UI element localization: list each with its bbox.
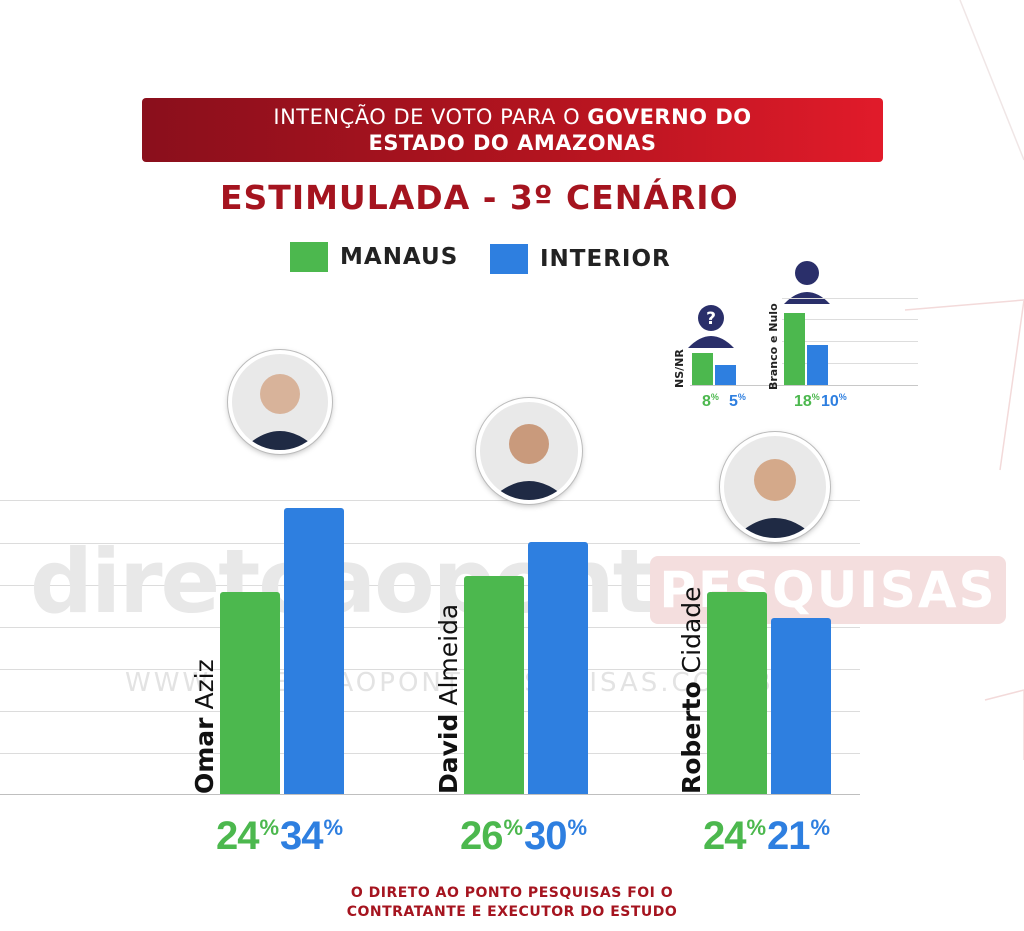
legend-swatch-interior (490, 244, 528, 274)
header-banner: INTENÇÃO DE VOTO PARA O GOVERNO DO ESTAD… (142, 98, 883, 162)
mini-gridline (782, 319, 918, 320)
mini-data-label-branco-nulo-interior: 10% (821, 392, 847, 410)
baseline (0, 794, 860, 795)
mini-bar-nsnr-interior (715, 365, 736, 385)
mini-gridline (782, 341, 918, 342)
person-icon (734, 459, 816, 538)
gridline (0, 627, 860, 628)
gridline (0, 500, 860, 501)
mini-gridline (782, 363, 918, 364)
gridline (0, 753, 860, 754)
legend-swatch-manaus (290, 242, 328, 272)
gridline (0, 585, 860, 586)
legend-item-interior: INTERIOR (490, 244, 671, 274)
mini-gridline (782, 298, 918, 299)
data-label-omar-aziz-manaus: 24% (216, 814, 279, 858)
mini-data-label-nsnr-interior: 5% (729, 392, 746, 410)
gridline (0, 669, 860, 670)
gridline (0, 543, 860, 544)
footer-note: O DIRETO AO PONTO PESQUISAS FOI O CONTRA… (300, 884, 724, 922)
mini-baseline (690, 385, 918, 386)
data-label-roberto-cidade-interior: 21% (767, 814, 830, 858)
data-label-omar-aziz-interior: 34% (280, 814, 343, 858)
bar-omar-aziz-interior (284, 508, 344, 794)
category-label-david-almeida: David Almeida (434, 603, 463, 794)
data-label-roberto-cidade-manaus: 24% (703, 814, 766, 858)
data-label-david-almeida-manaus: 26% (460, 814, 523, 858)
question-person-icon: ? (688, 305, 734, 348)
header-title-line2: ESTADO DO AMAZONAS (368, 131, 657, 155)
category-label-omar-aziz: Omar Aziz (190, 659, 219, 794)
bar-omar-aziz-manaus (220, 592, 280, 794)
legend-item-manaus: MANAUS (290, 242, 458, 272)
mini-bar-branco-nulo-manaus (784, 313, 805, 385)
footer-line2: CONTRATANTE E EXECUTOR DO ESTUDO (346, 904, 678, 920)
chart-subtitle: ESTIMULADA - 3º CENÁRIO (220, 178, 739, 217)
candidate-photo-david-almeida (476, 398, 582, 504)
mini-bar-nsnr-manaus (692, 353, 713, 385)
mini-bar-branco-nulo-interior (807, 345, 828, 385)
person-icon (242, 374, 318, 450)
legend-label-manaus: MANAUS (340, 244, 459, 270)
bar-roberto-cidade-interior (771, 617, 831, 794)
mini-category-label-branco-nulo: Branco e Nulo (767, 303, 780, 390)
watermark-brand: diretoaoponto (30, 530, 713, 633)
header-title-line1: INTENÇÃO DE VOTO PARA O GOVERNO DO (273, 105, 752, 129)
bar-roberto-cidade-manaus (707, 592, 767, 794)
svg-text:?: ? (706, 309, 716, 329)
footer-line1: O DIRETO AO PONTO PESQUISAS FOI O (350, 885, 674, 901)
bar-david-almeida-interior (528, 542, 588, 794)
category-label-roberto-cidade: Roberto Cidade (677, 586, 706, 794)
mini-category-label-nsnr: NS/NR (673, 349, 686, 388)
bar-david-almeida-manaus (464, 575, 524, 794)
mini-data-label-nsnr-manaus: 8% (702, 392, 719, 410)
legend-label-interior: INTERIOR (540, 246, 671, 272)
candidate-photo-omar-aziz (228, 350, 332, 454)
mini-data-label-branco-nulo-manaus: 18% (794, 392, 820, 410)
gridline (0, 711, 860, 712)
person-icon (490, 424, 568, 500)
data-label-david-almeida-interior: 30% (524, 814, 587, 858)
candidate-photo-roberto-cidade (720, 432, 830, 542)
